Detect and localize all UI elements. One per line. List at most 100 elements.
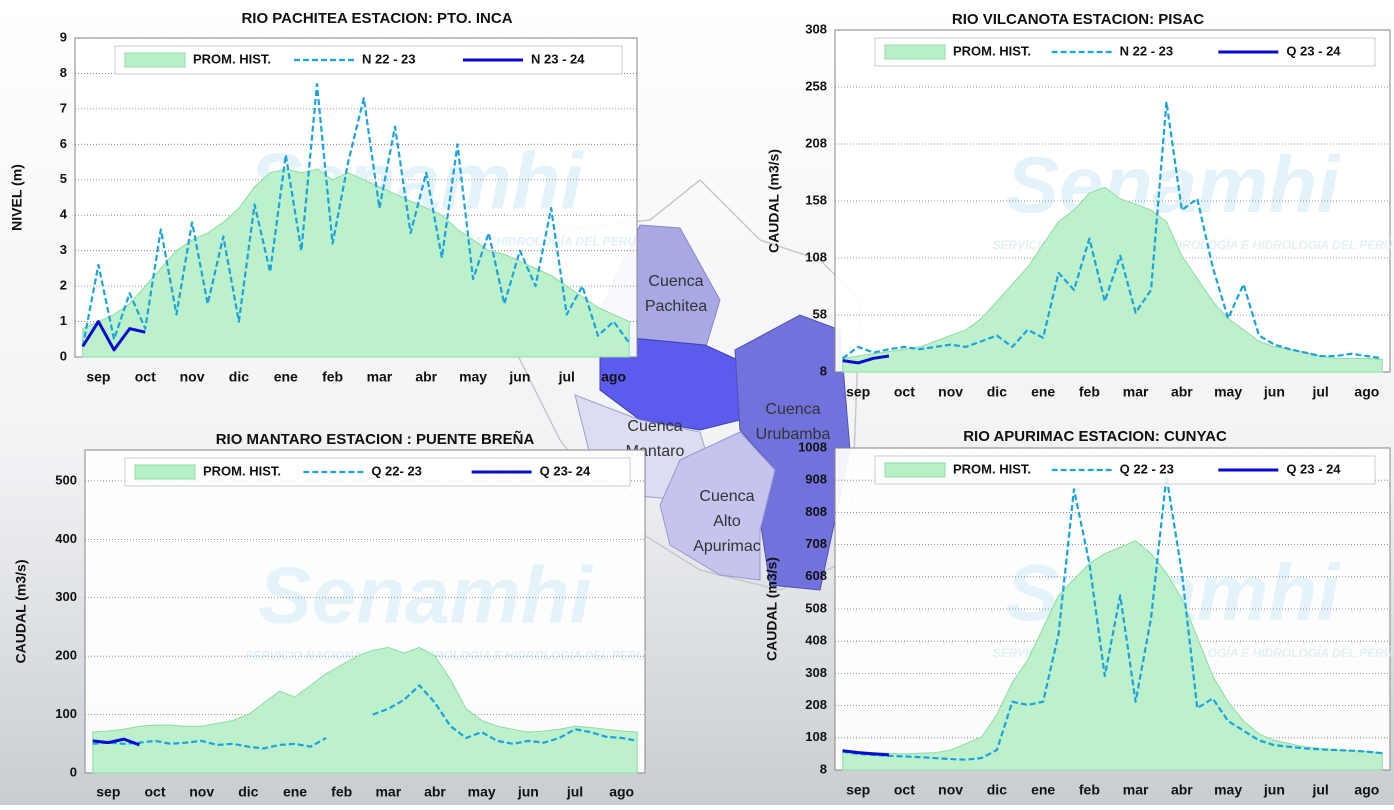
basin-label: Pachitea <box>645 298 707 315</box>
legend-swatch <box>884 462 946 478</box>
x-tick-label: nov <box>938 384 963 400</box>
line-series <box>92 737 140 747</box>
x-tick-label: nov <box>938 782 963 798</box>
x-tick-label: nov <box>189 784 214 800</box>
x-tick-label: feb <box>331 784 352 800</box>
legend-swatch <box>134 464 196 480</box>
charts: RIO PACHITEA ESTACION: PTO. INCA NIVEL (m… <box>9 10 1393 800</box>
y-tick-label: 400 <box>55 531 77 546</box>
y-tick-label: 58 <box>813 306 827 321</box>
x-tick-label: mar <box>1123 384 1149 400</box>
legend <box>874 455 1376 485</box>
x-tick-label: sep <box>846 782 870 798</box>
legend-swatch <box>124 52 186 68</box>
y-tick-label: 5 <box>60 171 67 186</box>
x-tick-label: abr <box>415 369 437 385</box>
y-tick-label: 208 <box>805 135 827 150</box>
basin-label: Cuenca <box>627 418 682 435</box>
legend-label: PROM. HIST. <box>953 461 1031 476</box>
x-tick-label: ene <box>1031 782 1055 798</box>
x-tick-label: abr <box>1171 384 1193 400</box>
legend-label: PROM. HIST. <box>193 51 271 66</box>
y-tick-label: 308 <box>805 21 827 36</box>
x-tick-label: jul <box>558 369 575 385</box>
basin-label: Apurimac <box>693 538 761 555</box>
basin-central <box>599 334 761 431</box>
y-tick-label: 1008 <box>798 439 827 454</box>
y-tick-label: 8 <box>60 65 67 80</box>
y-tick-label: 708 <box>805 536 827 551</box>
legend-label: Q 23 - 24 <box>1286 461 1341 476</box>
chart-panel: RIO PACHITEA ESTACION: PTO. INCA NIVEL (m… <box>9 10 638 385</box>
chart-title: RIO APURIMAC ESTACION: CUNYAC <box>963 428 1227 445</box>
y-tick-label: 308 <box>805 665 827 680</box>
y-tick-label: 100 <box>55 706 77 721</box>
x-tick-label: jun <box>1263 384 1285 400</box>
x-tick-label: dic <box>987 782 1007 798</box>
chart-title: RIO MANTARO ESTACION : PUENTE BREÑA <box>216 430 535 448</box>
area-series <box>842 540 1383 771</box>
basin-label: Alto <box>713 513 741 530</box>
x-tick-label: dic <box>229 369 249 385</box>
x-tick-label: feb <box>322 369 343 385</box>
legend <box>874 37 1376 67</box>
legend-label: N 22 - 23 <box>1120 43 1173 58</box>
y-tick-label: 158 <box>805 192 827 207</box>
legend-label: PROM. HIST. <box>203 463 281 478</box>
x-tick-label: may <box>1214 384 1242 400</box>
legend-label: Q 22 - 23 <box>1120 461 1174 476</box>
x-tick-label: mar <box>375 784 401 800</box>
x-tick-label: mar <box>367 369 393 385</box>
x-tick-label: oct <box>894 384 915 400</box>
x-tick-label: oct <box>894 782 915 798</box>
line-series <box>81 320 146 352</box>
x-tick-label: ago <box>601 369 626 385</box>
x-tick-label: mar <box>1123 782 1149 798</box>
y-tick-label: 208 <box>805 697 827 712</box>
x-tick-label: jun <box>517 784 539 800</box>
y-tick-label: 200 <box>55 648 77 663</box>
x-tick-label: feb <box>1079 782 1100 798</box>
line-series <box>842 749 890 757</box>
x-tick-label: jul <box>1311 782 1328 798</box>
x-tick-label: jun <box>1263 782 1285 798</box>
x-tick-label: ago <box>609 784 634 800</box>
x-tick-label: sep <box>86 369 110 385</box>
x-tick-label: jul <box>1311 384 1328 400</box>
y-tick-label: 500 <box>55 472 77 487</box>
y-tick-label: 2 <box>60 278 67 293</box>
chart-title: RIO PACHITEA ESTACION: PTO. INCA <box>241 10 512 27</box>
y-tick-label: 300 <box>55 589 77 604</box>
legend-label: Q 23 - 24 <box>1286 43 1341 58</box>
x-tick-label: oct <box>145 784 166 800</box>
y-tick-label: 108 <box>805 249 827 264</box>
y-tick-label: 3 <box>60 242 67 257</box>
legend-label: Q 23- 24 <box>540 463 591 478</box>
basin-label: Urubamba <box>756 426 831 443</box>
chart-panel: RIO MANTARO ESTACION : PUENTE BREÑA CAUDA… <box>13 430 646 800</box>
y-tick-label: 908 <box>805 472 827 487</box>
y-tick-label: 108 <box>805 729 827 744</box>
x-tick-label: jul <box>566 784 583 800</box>
y-tick-label: 0 <box>60 348 67 363</box>
y-tick-label: 0 <box>70 764 77 779</box>
x-tick-label: may <box>459 369 487 385</box>
legend <box>124 457 631 487</box>
legend-label: PROM. HIST. <box>953 43 1031 58</box>
watermark: Senamhi <box>258 551 593 640</box>
legend-label: Q 22- 23 <box>371 463 422 478</box>
x-tick-label: ago <box>1354 384 1379 400</box>
x-tick-label: jun <box>508 369 530 385</box>
y-tick-label: 9 <box>60 29 67 44</box>
line-series <box>842 475 1383 761</box>
y-tick-label: 4 <box>60 207 68 222</box>
y-tick-label: 508 <box>805 600 827 615</box>
legend <box>114 45 623 75</box>
y-tick-label: 808 <box>805 504 827 519</box>
basin-label: Cuenca <box>765 401 820 418</box>
y-tick-label: 8 <box>820 363 827 378</box>
line-series <box>842 354 890 365</box>
x-tick-label: ene <box>1031 384 1055 400</box>
